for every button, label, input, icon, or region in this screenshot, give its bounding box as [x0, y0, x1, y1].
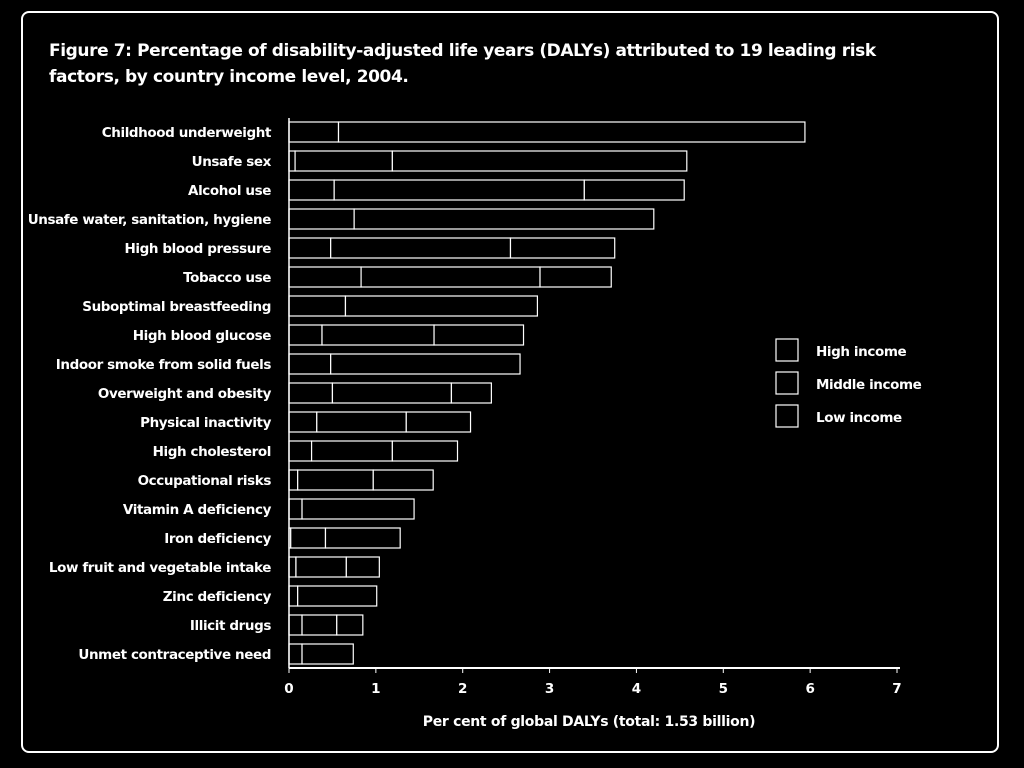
bar-middle-income [288, 295, 347, 317]
bar-low-income [297, 585, 378, 607]
bar-middle-income [288, 498, 303, 520]
bar-middle-income [288, 208, 355, 230]
category-label: Unsafe sex [192, 154, 272, 170]
x-tick-label: 5 [719, 681, 728, 697]
bar-low-income [405, 411, 472, 433]
bar-low-income [324, 527, 401, 549]
chart-title: Figure 7: Percentage of disability-adjus… [49, 41, 876, 87]
bar-low-income [391, 150, 688, 172]
bar-high-income [288, 150, 296, 172]
x-tick-label: 7 [892, 681, 901, 697]
bar-low-income [509, 237, 616, 259]
bar-middle-income [316, 411, 407, 433]
bar-middle-income [333, 179, 585, 201]
bar-high-income [288, 324, 323, 346]
bar-low-income [391, 440, 459, 462]
category-label: Occupational risks [138, 473, 272, 489]
bar-middle-income [295, 556, 347, 578]
x-tick-label: 6 [805, 681, 814, 697]
category-label: Overweight and obesity [98, 386, 272, 402]
bar-middle-income [330, 237, 512, 259]
category-label: Zinc deficiency [163, 589, 272, 605]
bar-high-income [288, 266, 362, 288]
category-label: Iron deficiency [164, 531, 271, 547]
bar-middle-income [360, 266, 541, 288]
legend-swatch [775, 338, 799, 362]
bar-middle-income [288, 353, 332, 375]
bar-middle-income [301, 614, 338, 636]
bar-low-income [330, 353, 521, 375]
x-tick-label: 3 [545, 681, 554, 697]
bar-low-income [337, 121, 806, 143]
legend-swatch [775, 371, 799, 395]
category-label: High blood pressure [125, 241, 272, 257]
category-label: Suboptimal breastfeeding [82, 299, 271, 315]
bar-low-income [433, 324, 525, 346]
bar-low-income [344, 295, 539, 317]
category-label: Indoor smoke from solid fuels [56, 357, 272, 373]
legend-label: Middle income [816, 377, 922, 393]
bar-high-income [288, 179, 335, 201]
bar-low-income [450, 382, 492, 404]
bar-low-income [353, 208, 655, 230]
bar-low-income [336, 614, 364, 636]
bar-high-income [288, 382, 334, 404]
bar-low-income [539, 266, 612, 288]
x-tick-label: 2 [458, 681, 467, 697]
bar-middle-income [310, 440, 393, 462]
x-tick-label: 1 [371, 681, 380, 697]
bar-high-income [288, 469, 299, 491]
category-label: Childhood underweight [102, 125, 272, 141]
bar-middle-income [297, 469, 374, 491]
legend-swatch [775, 404, 799, 428]
category-label: Illicit drugs [190, 618, 271, 634]
x-axis-label: Per cent of global DALYs (total: 1.53 bi… [423, 714, 756, 730]
bar-high-income [288, 614, 303, 636]
category-label: Unsafe water, sanitation, hygiene [28, 212, 272, 228]
category-label: Low fruit and vegetable intake [49, 560, 271, 576]
bar-low-income [301, 643, 354, 665]
category-label: High blood glucose [133, 328, 272, 344]
bar-low-income [583, 179, 685, 201]
bar-high-income [288, 237, 332, 259]
bar-middle-income [288, 585, 299, 607]
bar-middle-income [288, 121, 340, 143]
x-tick-label: 4 [632, 681, 641, 697]
category-label: Alcohol use [188, 183, 271, 199]
bar-low-income [345, 556, 380, 578]
bar-middle-income [294, 150, 393, 172]
bar-low-income [301, 498, 415, 520]
x-tick-label: 0 [284, 681, 293, 697]
bar-low-income [372, 469, 434, 491]
bar-high-income [288, 556, 297, 578]
bar-middle-income [288, 643, 303, 665]
bar-middle-income [331, 382, 453, 404]
category-label: Unmet contraceptive need [78, 647, 271, 663]
legend-label: Low income [816, 410, 902, 426]
bar-middle-income [321, 324, 435, 346]
bar-middle-income [290, 527, 327, 549]
bar-high-income [288, 411, 318, 433]
category-label: Tobacco use [183, 270, 271, 286]
category-label: High cholesterol [153, 444, 271, 460]
category-label: Vitamin A deficiency [123, 502, 272, 518]
bar-high-income [288, 440, 313, 462]
figure-frame [21, 11, 999, 753]
category-label: Physical inactivity [140, 415, 272, 431]
legend-label: High income [816, 344, 906, 360]
